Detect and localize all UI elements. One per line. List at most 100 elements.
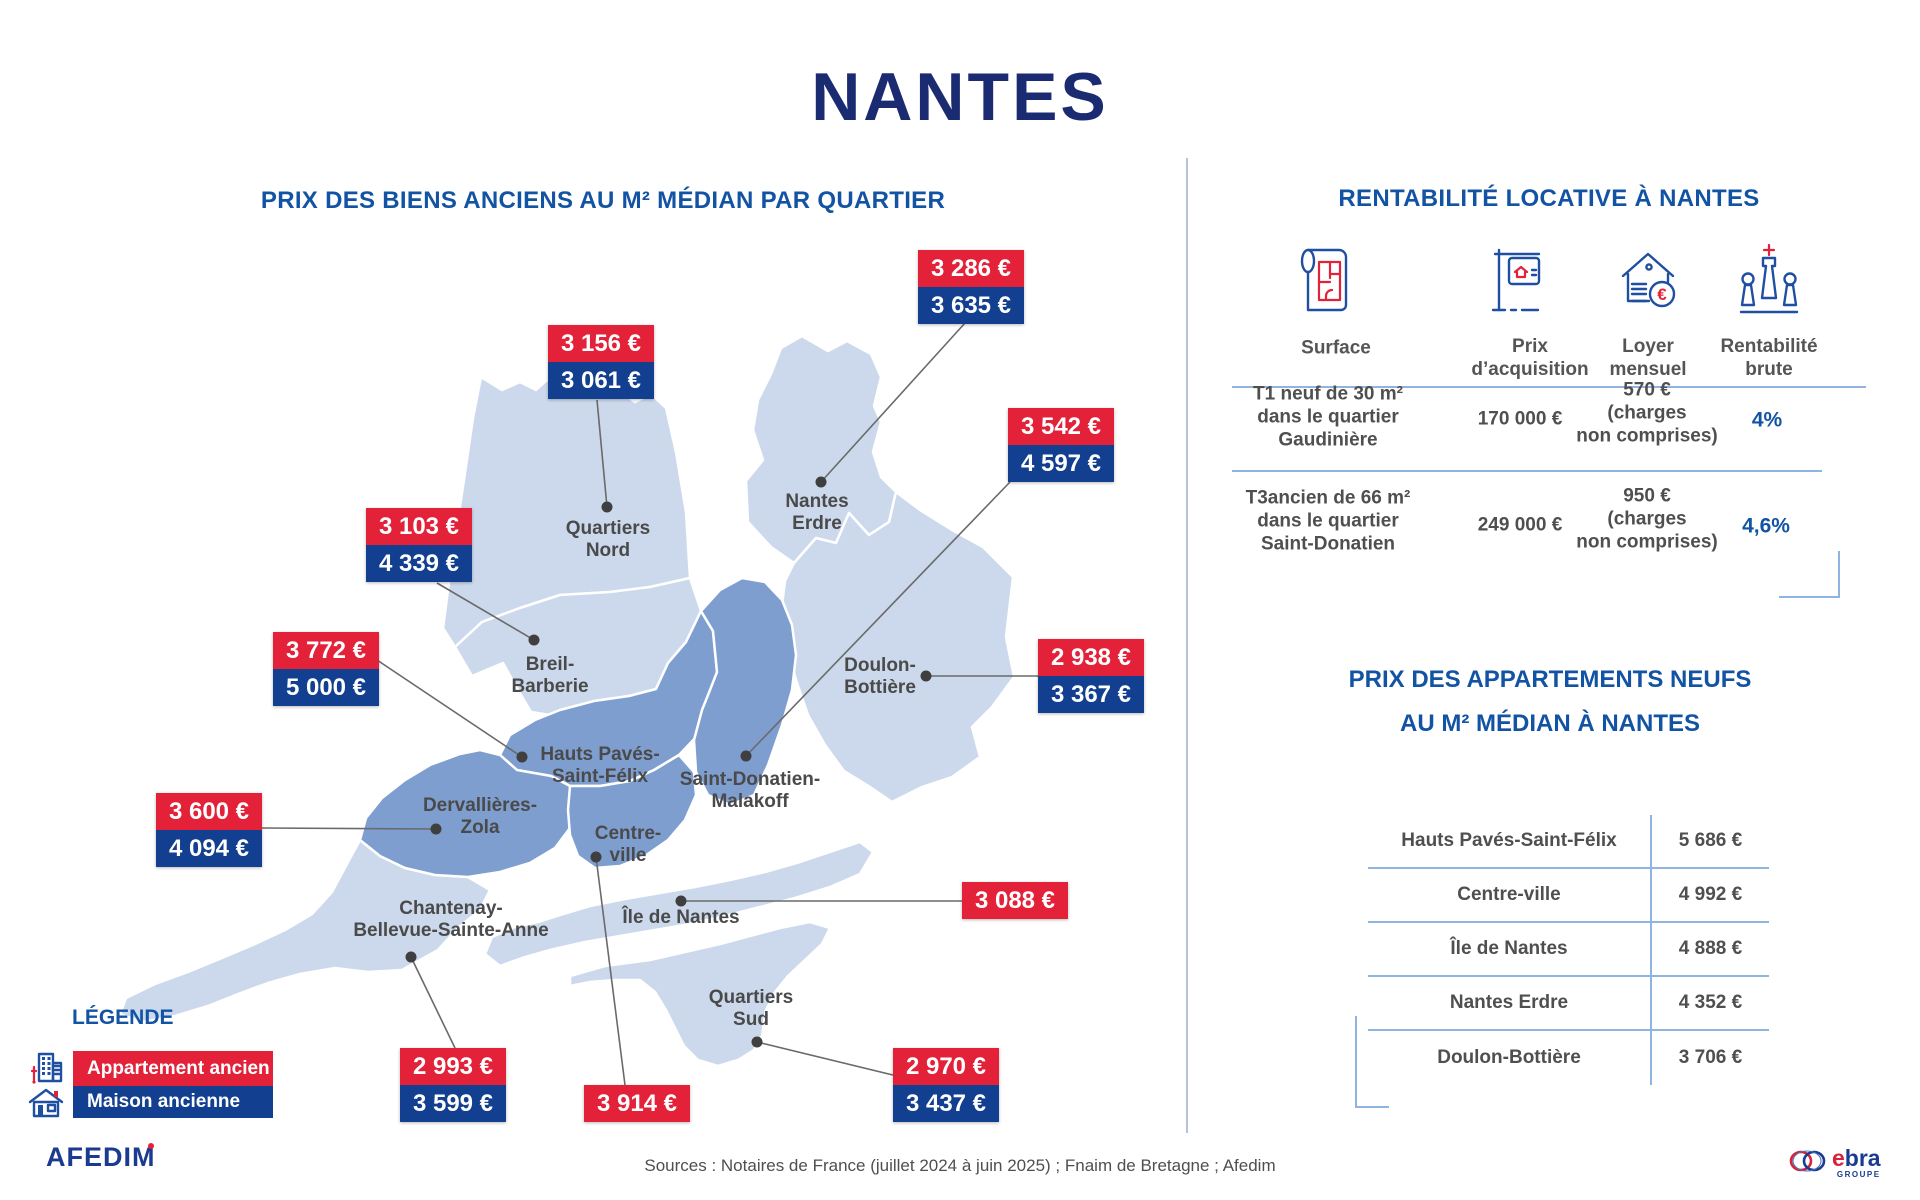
house-price: 3 367 € [1038,676,1144,713]
house-price: 3 599 € [400,1085,506,1122]
map-section-title: PRIX DES BIENS ANCIENS AU M² MÉDIAN PAR … [260,187,946,214]
price-badge-chantenay: 2 993 € 3 599 € [400,1048,506,1122]
leader-line-dervallieres [261,827,437,830]
table-row: Doulon-Bottière 3 706 € [1368,1031,1769,1085]
quartier-name: Doulon-Bottière [1368,1031,1652,1085]
leader-line-nantes-erdre [820,322,966,483]
legend-apartment-ancien: Appartement ancien [73,1051,273,1086]
apartment-price: 2 970 € [893,1048,999,1085]
house-price: 4 339 € [366,545,472,582]
apartment-price: 3 286 € [918,250,1024,287]
leader-line-centre-ville [595,856,626,1086]
price-value: 3 706 € [1678,1047,1743,1068]
region-label-chantenay: Chantenay- Bellevue-Sainte-Anne [353,898,549,941]
row2-rent: 950 € (charges non comprises) [1576,485,1718,553]
region-centre-ville [566,753,698,870]
region-label-centre-ville: Centre- ville [594,823,662,866]
region-dot-chantenay [405,951,417,963]
new-apartments-table: Hauts Pavés-Saint-Félix 5 686 € Centre-v… [1368,815,1769,1085]
region-label-doulon: Doulon- Bottière [844,655,916,698]
house-icon [28,1088,64,1118]
column-header-surface: Surface [1301,337,1371,359]
new-apartments-title: PRIX DES APPARTEMENTS NEUFS AU M² MÉDIAN… [1348,666,1752,737]
quartier-name: Centre-ville [1368,869,1652,921]
groupe-cebra-logo: ebra GROUPE [1788,1146,1881,1179]
house-price: 3 061 € [548,362,654,399]
apartment-price: 3 542 € [1008,408,1114,445]
region-label-dervallieres: Dervallières- Zola [422,795,538,838]
price-badge-saint-donatien: 3 542 € 4 597 € [1008,408,1114,482]
table-row: Hauts Pavés-Saint-Félix 5 686 € [1368,815,1769,869]
table-row: Île de Nantes 4 888 € [1368,923,1769,977]
price-value: 4 992 € [1678,884,1743,905]
afedim-logo: AFEDIM [46,1142,156,1172]
sale-sign-icon [1491,248,1541,312]
svg-text:€: € [1657,285,1667,304]
region-label-ile-de-nantes: Île de Nantes [622,907,740,928]
leader-line-saint-donatien [745,481,1011,757]
price-badge-quartiers-nord: 3 156 € 3 061 € [548,325,654,399]
region-label-quartiers-sud: Quartiers Sud [708,987,794,1030]
apartment-price: 3 914 € [584,1085,690,1122]
quartier-name: Hauts Pavés-Saint-Félix [1368,815,1652,867]
row1-rent: 570 € (charges non comprises) [1576,379,1718,447]
region-dot-dervallieres [430,823,442,835]
quartier-name: Nantes Erdre [1368,977,1652,1029]
apartment-building-icon [30,1052,63,1084]
price-badge-dervallieres: 3 600 € 4 094 € [156,793,262,867]
column-header-prix-acquisition: Prix d’acquisition [1471,336,1589,380]
rentability-title: RENTABILITÉ LOCATIVE À NANTES [1338,185,1760,212]
region-label-hauts-paves: Hauts Pavés- Saint-Félix [540,744,660,787]
cebra-swirl-icon [1789,1150,1826,1172]
region-dot-hauts-paves [516,751,528,763]
region-dot-saint-donatien [740,750,752,762]
leader-line-quartiers-sud [756,1041,894,1076]
legend-title: LÉGENDE [72,1006,174,1029]
quartier-name: Île de Nantes [1368,923,1652,975]
price-value: 5 686 € [1678,830,1743,851]
apartment-price: 3 600 € [156,793,262,830]
apartment-price: 3 103 € [366,508,472,545]
decorative-bracket [1779,551,1840,598]
row1-surface: T1 neuf de 30 m² dans le quartier Gaudin… [1253,383,1403,451]
blueprint-icon [1300,248,1348,312]
afedim-logo-dot [148,1143,154,1149]
row1-acquisition-price: 170 000 € [1477,408,1563,430]
chess-pieces-icon [1739,243,1799,314]
apartment-price: 3 772 € [273,632,379,669]
row2-acquisition-price: 249 000 € [1477,514,1563,536]
region-saint-donatien-malakoff [692,576,798,807]
region-dot-centre-ville [590,851,602,863]
house-price: 5 000 € [273,669,379,706]
leader-line-chantenay [410,956,456,1049]
region-label-nantes-erdre: Nantes Erdre [785,491,849,534]
row2-surface: T3ancien de 66 m² dans le quartier Saint… [1245,487,1411,555]
row1-gross-yield: 4% [1751,408,1783,432]
house-price: 3 437 € [893,1085,999,1122]
region-dot-breil-barberie [528,634,540,646]
apartment-price: 2 993 € [400,1048,506,1085]
panel-divider [1186,158,1188,1133]
region-dot-doulon [920,670,932,682]
legend-maison-ancienne: Maison ancienne [73,1086,273,1118]
price-value: 4 352 € [1678,992,1743,1013]
house-price: 4 597 € [1008,445,1114,482]
column-header-rentabilite-brute: Rentabilité brute [1720,336,1818,380]
leader-line-quartiers-nord [596,399,608,508]
row2-gross-yield: 4,6% [1742,514,1790,538]
region-label-quartiers-nord: Quartiers Nord [565,518,651,561]
price-badge-hauts-paves: 3 772 € 5 000 € [273,632,379,706]
price-value: 4 888 € [1678,938,1743,959]
price-badge-doulon: 2 938 € 3 367 € [1038,639,1144,713]
table-row: Nantes Erdre 4 352 € [1368,977,1769,1031]
apartment-price: 2 938 € [1038,639,1144,676]
column-header-loyer-mensuel: Loyer mensuel [1609,336,1687,380]
region-doulon-bottiere [779,490,1016,804]
region-label-breil-barberie: Breil- Barberie [511,654,589,697]
price-badge-quartiers-sud: 2 970 € 3 437 € [893,1048,999,1122]
leader-line-hauts-paves [376,659,523,758]
price-badge-ile-de-nantes: 3 088 € [962,882,1068,919]
sources-text: Sources : Notaires de France (juillet 20… [644,1156,1276,1175]
price-badge-breil-barberie: 3 103 € 4 339 € [366,508,472,582]
